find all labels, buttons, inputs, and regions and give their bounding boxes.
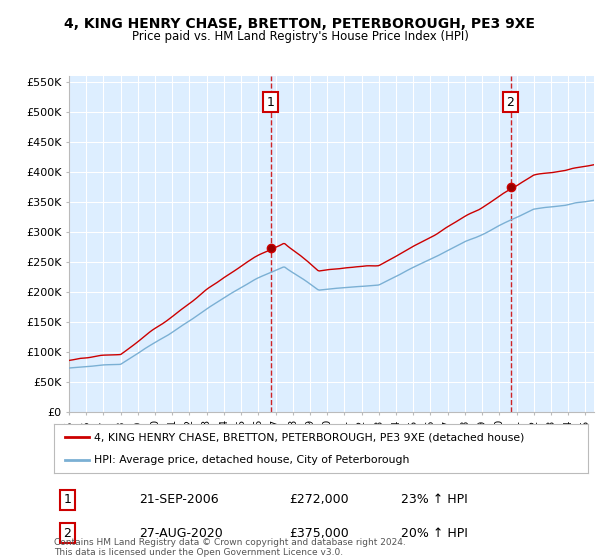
Text: 4, KING HENRY CHASE, BRETTON, PETERBOROUGH, PE3 9XE: 4, KING HENRY CHASE, BRETTON, PETERBOROU…: [65, 16, 536, 30]
Text: 1: 1: [64, 493, 71, 506]
Text: 27-AUG-2020: 27-AUG-2020: [139, 527, 223, 540]
Text: £375,000: £375,000: [289, 527, 349, 540]
Text: 21-SEP-2006: 21-SEP-2006: [139, 493, 219, 506]
Text: 23% ↑ HPI: 23% ↑ HPI: [401, 493, 468, 506]
Text: 4, KING HENRY CHASE, BRETTON, PETERBOROUGH, PE3 9XE (detached house): 4, KING HENRY CHASE, BRETTON, PETERBOROU…: [94, 432, 524, 442]
Text: HPI: Average price, detached house, City of Peterborough: HPI: Average price, detached house, City…: [94, 455, 409, 465]
Text: £272,000: £272,000: [289, 493, 349, 506]
Text: 1: 1: [267, 96, 275, 109]
Text: Price paid vs. HM Land Registry's House Price Index (HPI): Price paid vs. HM Land Registry's House …: [131, 30, 469, 43]
Text: 2: 2: [64, 527, 71, 540]
Text: Contains HM Land Registry data © Crown copyright and database right 2024.
This d: Contains HM Land Registry data © Crown c…: [54, 538, 406, 557]
Text: 2: 2: [506, 96, 514, 109]
Text: 20% ↑ HPI: 20% ↑ HPI: [401, 527, 468, 540]
